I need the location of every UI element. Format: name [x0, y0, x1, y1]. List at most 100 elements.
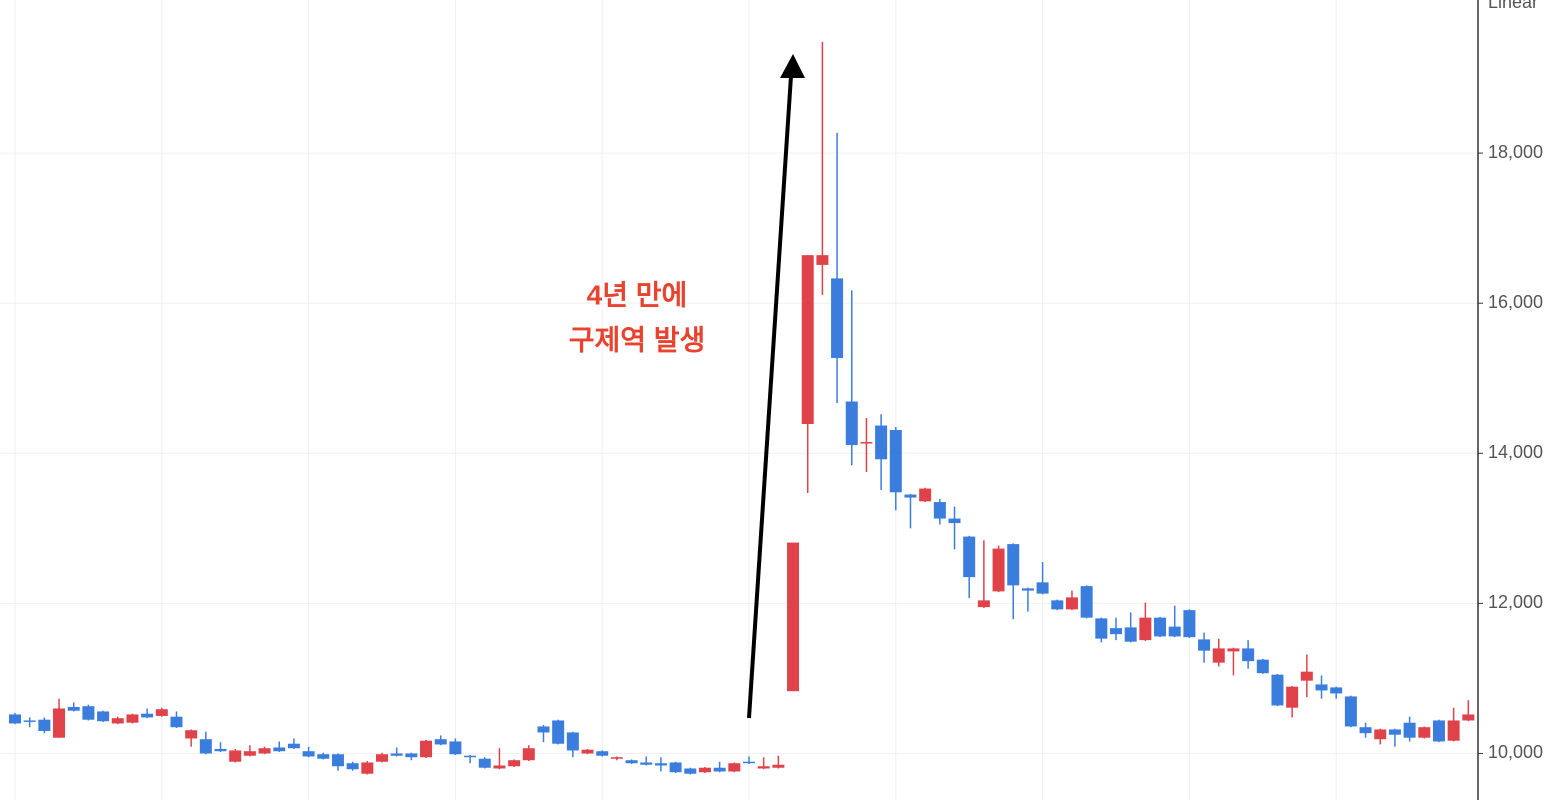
candle-body — [992, 548, 1005, 592]
grid — [0, 0, 1478, 800]
candle-body — [801, 255, 814, 425]
candle-body — [1242, 648, 1255, 662]
y-tick-label: 16,000 — [1488, 292, 1543, 312]
candle-body — [508, 760, 521, 767]
candle-body — [287, 743, 300, 749]
candle-body — [860, 442, 873, 444]
candle-body — [743, 761, 755, 764]
candle-body — [1432, 720, 1445, 742]
candle-body — [654, 763, 667, 766]
candle-body — [23, 720, 36, 722]
candle-body — [772, 764, 785, 768]
candle-body — [1051, 600, 1064, 610]
candle-body — [390, 753, 403, 756]
candle-body — [728, 763, 741, 772]
candle-body — [537, 726, 550, 733]
candles — [9, 42, 1475, 775]
candle-body — [1065, 597, 1078, 610]
candle-body — [1007, 544, 1020, 586]
candle-body — [963, 536, 976, 578]
candle-body — [53, 708, 66, 738]
candle-body — [875, 425, 888, 460]
candle-body — [170, 716, 183, 728]
candle-body — [1198, 639, 1211, 651]
candle-body — [405, 753, 418, 758]
candle-body — [1183, 610, 1196, 638]
candle-body — [1110, 628, 1122, 635]
candle-body — [420, 740, 433, 758]
annotation: 4년 만에 — [587, 279, 688, 310]
candle-body — [1227, 648, 1240, 652]
candle-body — [302, 751, 315, 757]
scale-label: Linear — [1488, 0, 1538, 12]
candle-body — [1286, 686, 1299, 708]
candle-body — [1462, 714, 1475, 721]
candle-body — [1168, 626, 1181, 637]
annotation: 구제역 발생 — [569, 324, 706, 355]
candle-body — [67, 706, 80, 711]
candle-body — [1300, 671, 1313, 681]
candle-body — [1154, 617, 1167, 637]
candle-body — [1212, 648, 1225, 663]
candle-body — [1271, 674, 1284, 706]
candle-body — [787, 542, 800, 692]
candle-body — [346, 763, 359, 770]
candle-body — [669, 762, 682, 773]
candle-body — [9, 714, 21, 724]
arrow-shaft — [747, 75, 793, 719]
candle-body — [1315, 684, 1328, 691]
candle-body — [97, 711, 110, 722]
candle-body — [331, 754, 344, 767]
candle-body — [1330, 687, 1343, 694]
candle-body — [464, 755, 477, 758]
candle-body — [493, 765, 506, 769]
candle-body — [185, 730, 198, 739]
candle-body — [977, 600, 990, 608]
candle-body — [1359, 727, 1372, 734]
candle-body — [522, 748, 535, 761]
candle-body — [478, 758, 491, 768]
candle-body — [1139, 617, 1152, 641]
candle-body — [317, 754, 330, 759]
y-tick-label: 18,000 — [1488, 142, 1543, 162]
candle-body — [625, 760, 638, 764]
y-tick-label: 14,000 — [1488, 442, 1543, 462]
candle-body — [831, 278, 844, 358]
candle-body — [1447, 720, 1460, 741]
candle-body — [816, 255, 829, 265]
candle-body — [199, 739, 212, 754]
candle-body — [889, 430, 902, 493]
candle-body — [640, 762, 653, 765]
y-tick-label: 12,000 — [1488, 592, 1543, 612]
candle-body — [1403, 722, 1416, 738]
candle-body — [126, 714, 139, 723]
candle-body — [1418, 727, 1431, 738]
candle-body — [845, 401, 858, 446]
candle-body — [1080, 586, 1093, 618]
y-tick-label: 10,000 — [1488, 742, 1543, 762]
candle-body — [552, 720, 565, 744]
candle-body — [1095, 618, 1108, 639]
candle-body — [1374, 729, 1387, 740]
candle-body — [229, 750, 242, 762]
candle-body — [1388, 729, 1401, 735]
candle-body — [698, 767, 711, 773]
candle-body — [82, 706, 95, 720]
candle-body — [1036, 582, 1049, 594]
candle-body — [919, 488, 932, 502]
candle-body — [155, 709, 168, 716]
candle-body — [243, 751, 256, 756]
candle-body — [684, 768, 697, 774]
candle-body — [449, 741, 462, 755]
candle-body — [933, 502, 946, 519]
candle-body — [1256, 659, 1269, 674]
arrow-head — [780, 54, 805, 78]
candle-body — [713, 767, 726, 772]
candle-body — [581, 749, 594, 754]
candle-body — [610, 757, 623, 759]
candle-body — [214, 748, 227, 752]
candle-body — [376, 754, 388, 762]
candle-body — [273, 747, 286, 752]
candle-body — [948, 518, 961, 524]
